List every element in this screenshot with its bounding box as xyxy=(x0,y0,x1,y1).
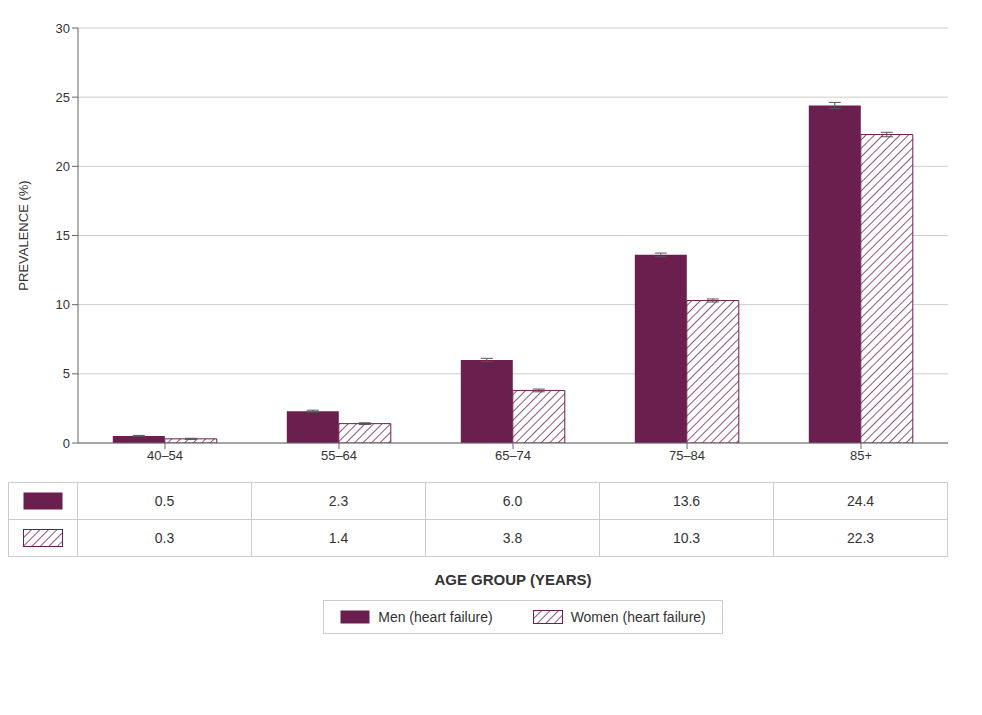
html-text:1.4: 1.4 xyxy=(328,530,349,546)
html-text:10.3: 10.3 xyxy=(672,530,701,546)
html-text:Men (heart failure): Men (heart failure) xyxy=(378,609,493,625)
html-text:24.4: 24.4 xyxy=(846,493,875,509)
svg-text:30: 30 xyxy=(56,21,70,36)
html-text:Women (heart failure): Women (heart failure) xyxy=(570,609,706,625)
html-text:3.8: 3.8 xyxy=(502,530,523,546)
svg-text:40–54: 40–54 xyxy=(147,448,183,463)
html-text:0.5: 0.5 xyxy=(154,493,175,509)
svg-text:5: 5 xyxy=(63,366,70,381)
svg-text:55–64: 55–64 xyxy=(321,448,357,463)
svg-text:25: 25 xyxy=(56,90,70,105)
svg-text:85+: 85+ xyxy=(850,448,872,463)
html-text:2.3: 2.3 xyxy=(328,493,349,509)
html-text:22.3: 22.3 xyxy=(846,530,875,546)
html-text:13.6: 13.6 xyxy=(672,493,701,509)
svg-text:PREVALENCE (%): PREVALENCE (%) xyxy=(16,180,31,290)
html-text:0.3: 0.3 xyxy=(154,530,175,546)
html-text:6.0: 6.0 xyxy=(502,493,523,509)
svg-text:20: 20 xyxy=(56,159,70,174)
svg-text:75–84: 75–84 xyxy=(669,448,705,463)
svg-text:65–74: 65–74 xyxy=(495,448,531,463)
svg-text:10: 10 xyxy=(56,297,70,312)
svg-text:15: 15 xyxy=(56,228,70,243)
html-text:AGE GROUP (YEARS): AGE GROUP (YEARS) xyxy=(434,571,592,588)
svg-text:0: 0 xyxy=(63,436,70,451)
